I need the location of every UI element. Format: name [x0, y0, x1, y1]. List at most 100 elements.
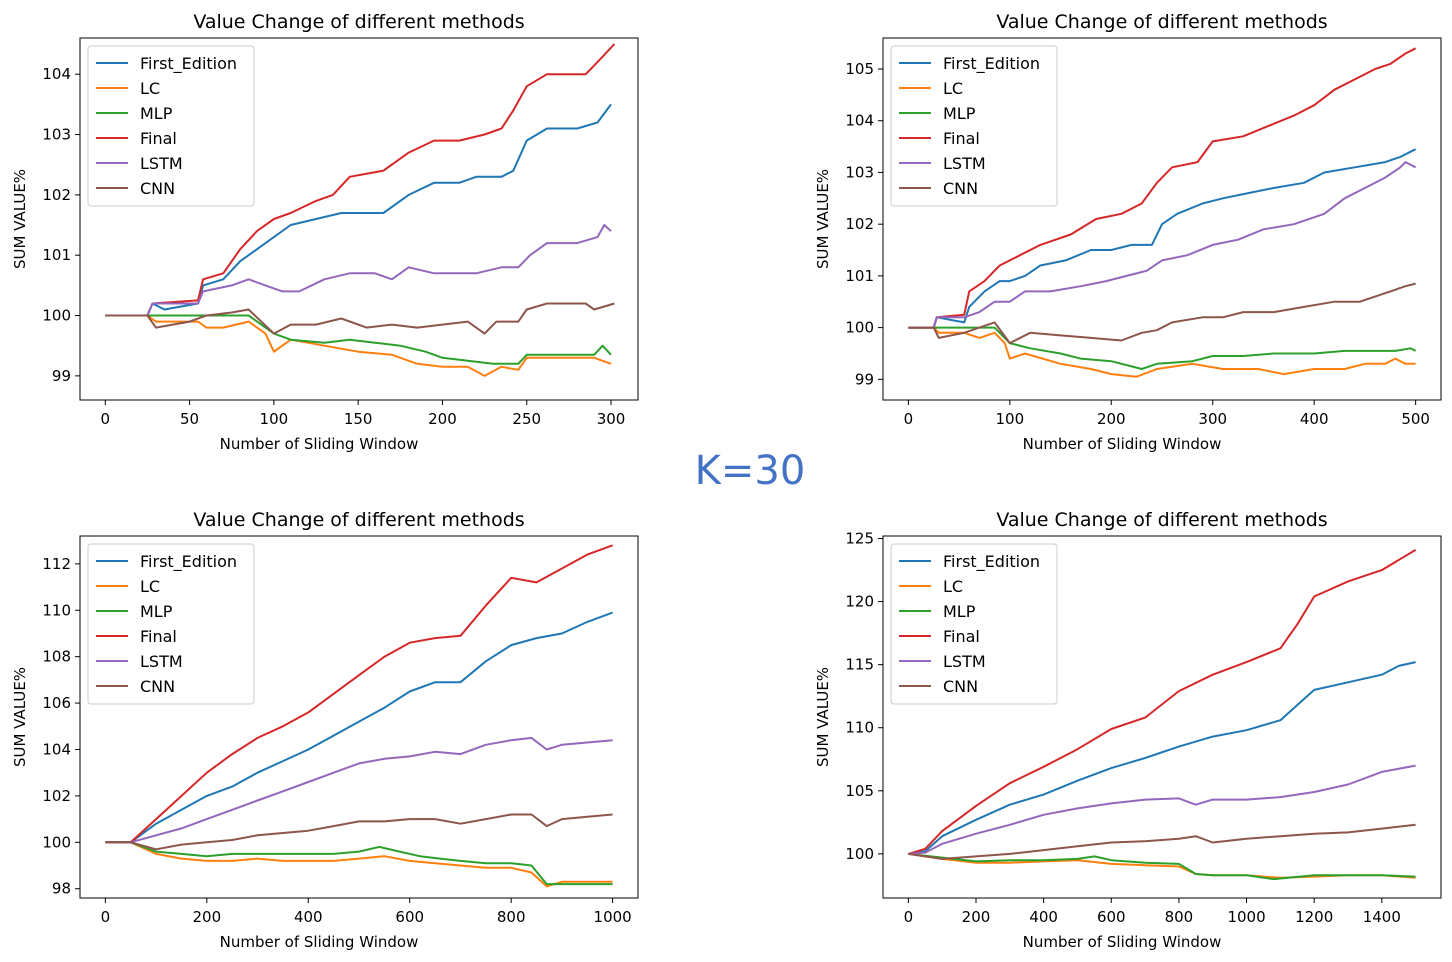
x-tick-label: 400: [1300, 410, 1329, 428]
y-tick-label: 106: [42, 694, 71, 712]
x-tick-label: 400: [294, 908, 323, 926]
legend-label: MLP: [943, 104, 976, 123]
series-line-lstm: [908, 161, 1417, 329]
y-tick-label: 102: [845, 215, 874, 233]
y-axis-label: SUM VALUE%: [814, 667, 832, 767]
x-axis-label: Number of Sliding Window: [220, 435, 419, 453]
x-tick-label: 800: [497, 908, 526, 926]
legend-label: Final: [943, 129, 980, 148]
legend-label: LSTM: [140, 154, 183, 173]
x-tick-label: 150: [344, 410, 373, 428]
x-tick-label: 250: [512, 410, 541, 428]
series-line-cnn: [105, 302, 615, 335]
chart-title: Value Change of different methods: [193, 11, 524, 33]
x-tick-label: 300: [597, 410, 626, 428]
y-tick-label: 103: [42, 126, 71, 144]
series-line-cnn: [908, 282, 1416, 345]
legend-label: CNN: [140, 677, 175, 696]
series-line-lstm: [105, 736, 613, 844]
y-tick-label: 104: [845, 112, 874, 130]
legend-label: First_Edition: [140, 54, 237, 74]
y-tick-label: 101: [845, 267, 874, 285]
legend-label: MLP: [140, 602, 173, 621]
x-tick-label: 800: [1165, 908, 1194, 926]
legend-box: [87, 45, 255, 207]
y-tick-label: 112: [42, 555, 71, 573]
x-tick-label: 0: [101, 908, 111, 926]
y-axis-label: SUM VALUE%: [11, 667, 29, 767]
x-tick-label: 300: [1198, 410, 1227, 428]
y-tick-label: 104: [42, 740, 71, 758]
x-axis-label: Number of Sliding Window: [1023, 933, 1222, 951]
x-tick-label: 200: [428, 410, 457, 428]
series-line-first-edition: [105, 611, 613, 844]
x-axis-label: Number of Sliding Window: [220, 933, 419, 951]
x-tick-label: 1000: [594, 908, 632, 926]
chart-title: Value Change of different methods: [996, 509, 1327, 531]
y-tick-label: 100: [845, 319, 874, 337]
legend-label: CNN: [943, 677, 978, 696]
legend-label: MLP: [140, 104, 173, 123]
y-tick-label: 104: [42, 65, 71, 83]
series-line-final: [105, 43, 616, 317]
series-line-final: [908, 549, 1417, 855]
legend-label: LSTM: [140, 652, 183, 671]
legend-box: [87, 543, 255, 705]
y-tick-label: 100: [42, 307, 71, 325]
y-tick-label: 100: [42, 833, 71, 851]
y-tick-label: 115: [845, 656, 874, 674]
y-tick-label: 103: [845, 163, 874, 181]
legend-label: CNN: [140, 179, 175, 198]
legend-box: [890, 45, 1058, 207]
x-tick-label: 50: [180, 410, 199, 428]
x-tick-label: 0: [904, 908, 914, 926]
chart-panel-1: Value Change of different methods 0 50 100 1…: [11, 11, 639, 453]
y-tick-label: 100: [845, 845, 874, 863]
x-axis-label: Number of Sliding Window: [1023, 435, 1222, 453]
x-tick-label: 400: [1029, 908, 1058, 926]
series-line-lstm: [105, 224, 612, 317]
x-tick-label: 1400: [1363, 908, 1401, 926]
legend-label: CNN: [943, 179, 978, 198]
legend-label: LC: [943, 577, 963, 596]
y-tick-label: 110: [845, 719, 874, 737]
x-tick-label: 100: [260, 410, 289, 428]
series-line-mlp: [908, 326, 1417, 370]
y-tick-label: 105: [845, 782, 874, 800]
chart-title: Value Change of different methods: [996, 11, 1327, 33]
series-line-lc: [105, 841, 613, 888]
x-tick-label: 600: [395, 908, 424, 926]
x-tick-label: 100: [995, 410, 1024, 428]
chart-panel-2: Value Change of different methods 0 100 200…: [814, 11, 1442, 453]
chart-panel-3: Value Change of different methods 0 200 400…: [11, 509, 639, 951]
series-line-final: [908, 47, 1417, 329]
legend-label: First_Edition: [943, 552, 1040, 572]
y-tick-label: 102: [42, 787, 71, 805]
y-tick-label: 105: [845, 60, 874, 78]
x-tick-label: 1000: [1227, 908, 1265, 926]
y-tick-label: 108: [42, 648, 71, 666]
series-line-mlp: [105, 841, 613, 886]
legend-label: LC: [140, 79, 160, 98]
legend-label: Final: [943, 627, 980, 646]
y-tick-label: 110: [42, 601, 71, 619]
legend-label: LSTM: [943, 652, 986, 671]
series-line-cnn: [105, 813, 613, 851]
x-tick-label: 500: [1401, 410, 1430, 428]
legend-label: Final: [140, 627, 177, 646]
y-axis-label: SUM VALUE%: [11, 169, 29, 269]
legend-box: [890, 543, 1058, 705]
chart-title: Value Change of different methods: [193, 509, 524, 531]
x-tick-label: 600: [1097, 908, 1126, 926]
x-tick-label: 200: [1097, 410, 1126, 428]
series-line-mlp: [908, 852, 1416, 881]
k-label: K=30: [694, 448, 806, 494]
legend-label: First_Edition: [140, 552, 237, 572]
x-tick-label: 200: [192, 908, 221, 926]
series-line-final: [105, 544, 613, 844]
y-tick-label: 125: [845, 530, 874, 548]
legend-label: LSTM: [943, 154, 986, 173]
y-tick-label: 98: [52, 880, 71, 898]
series-line-first-edition: [908, 148, 1417, 329]
